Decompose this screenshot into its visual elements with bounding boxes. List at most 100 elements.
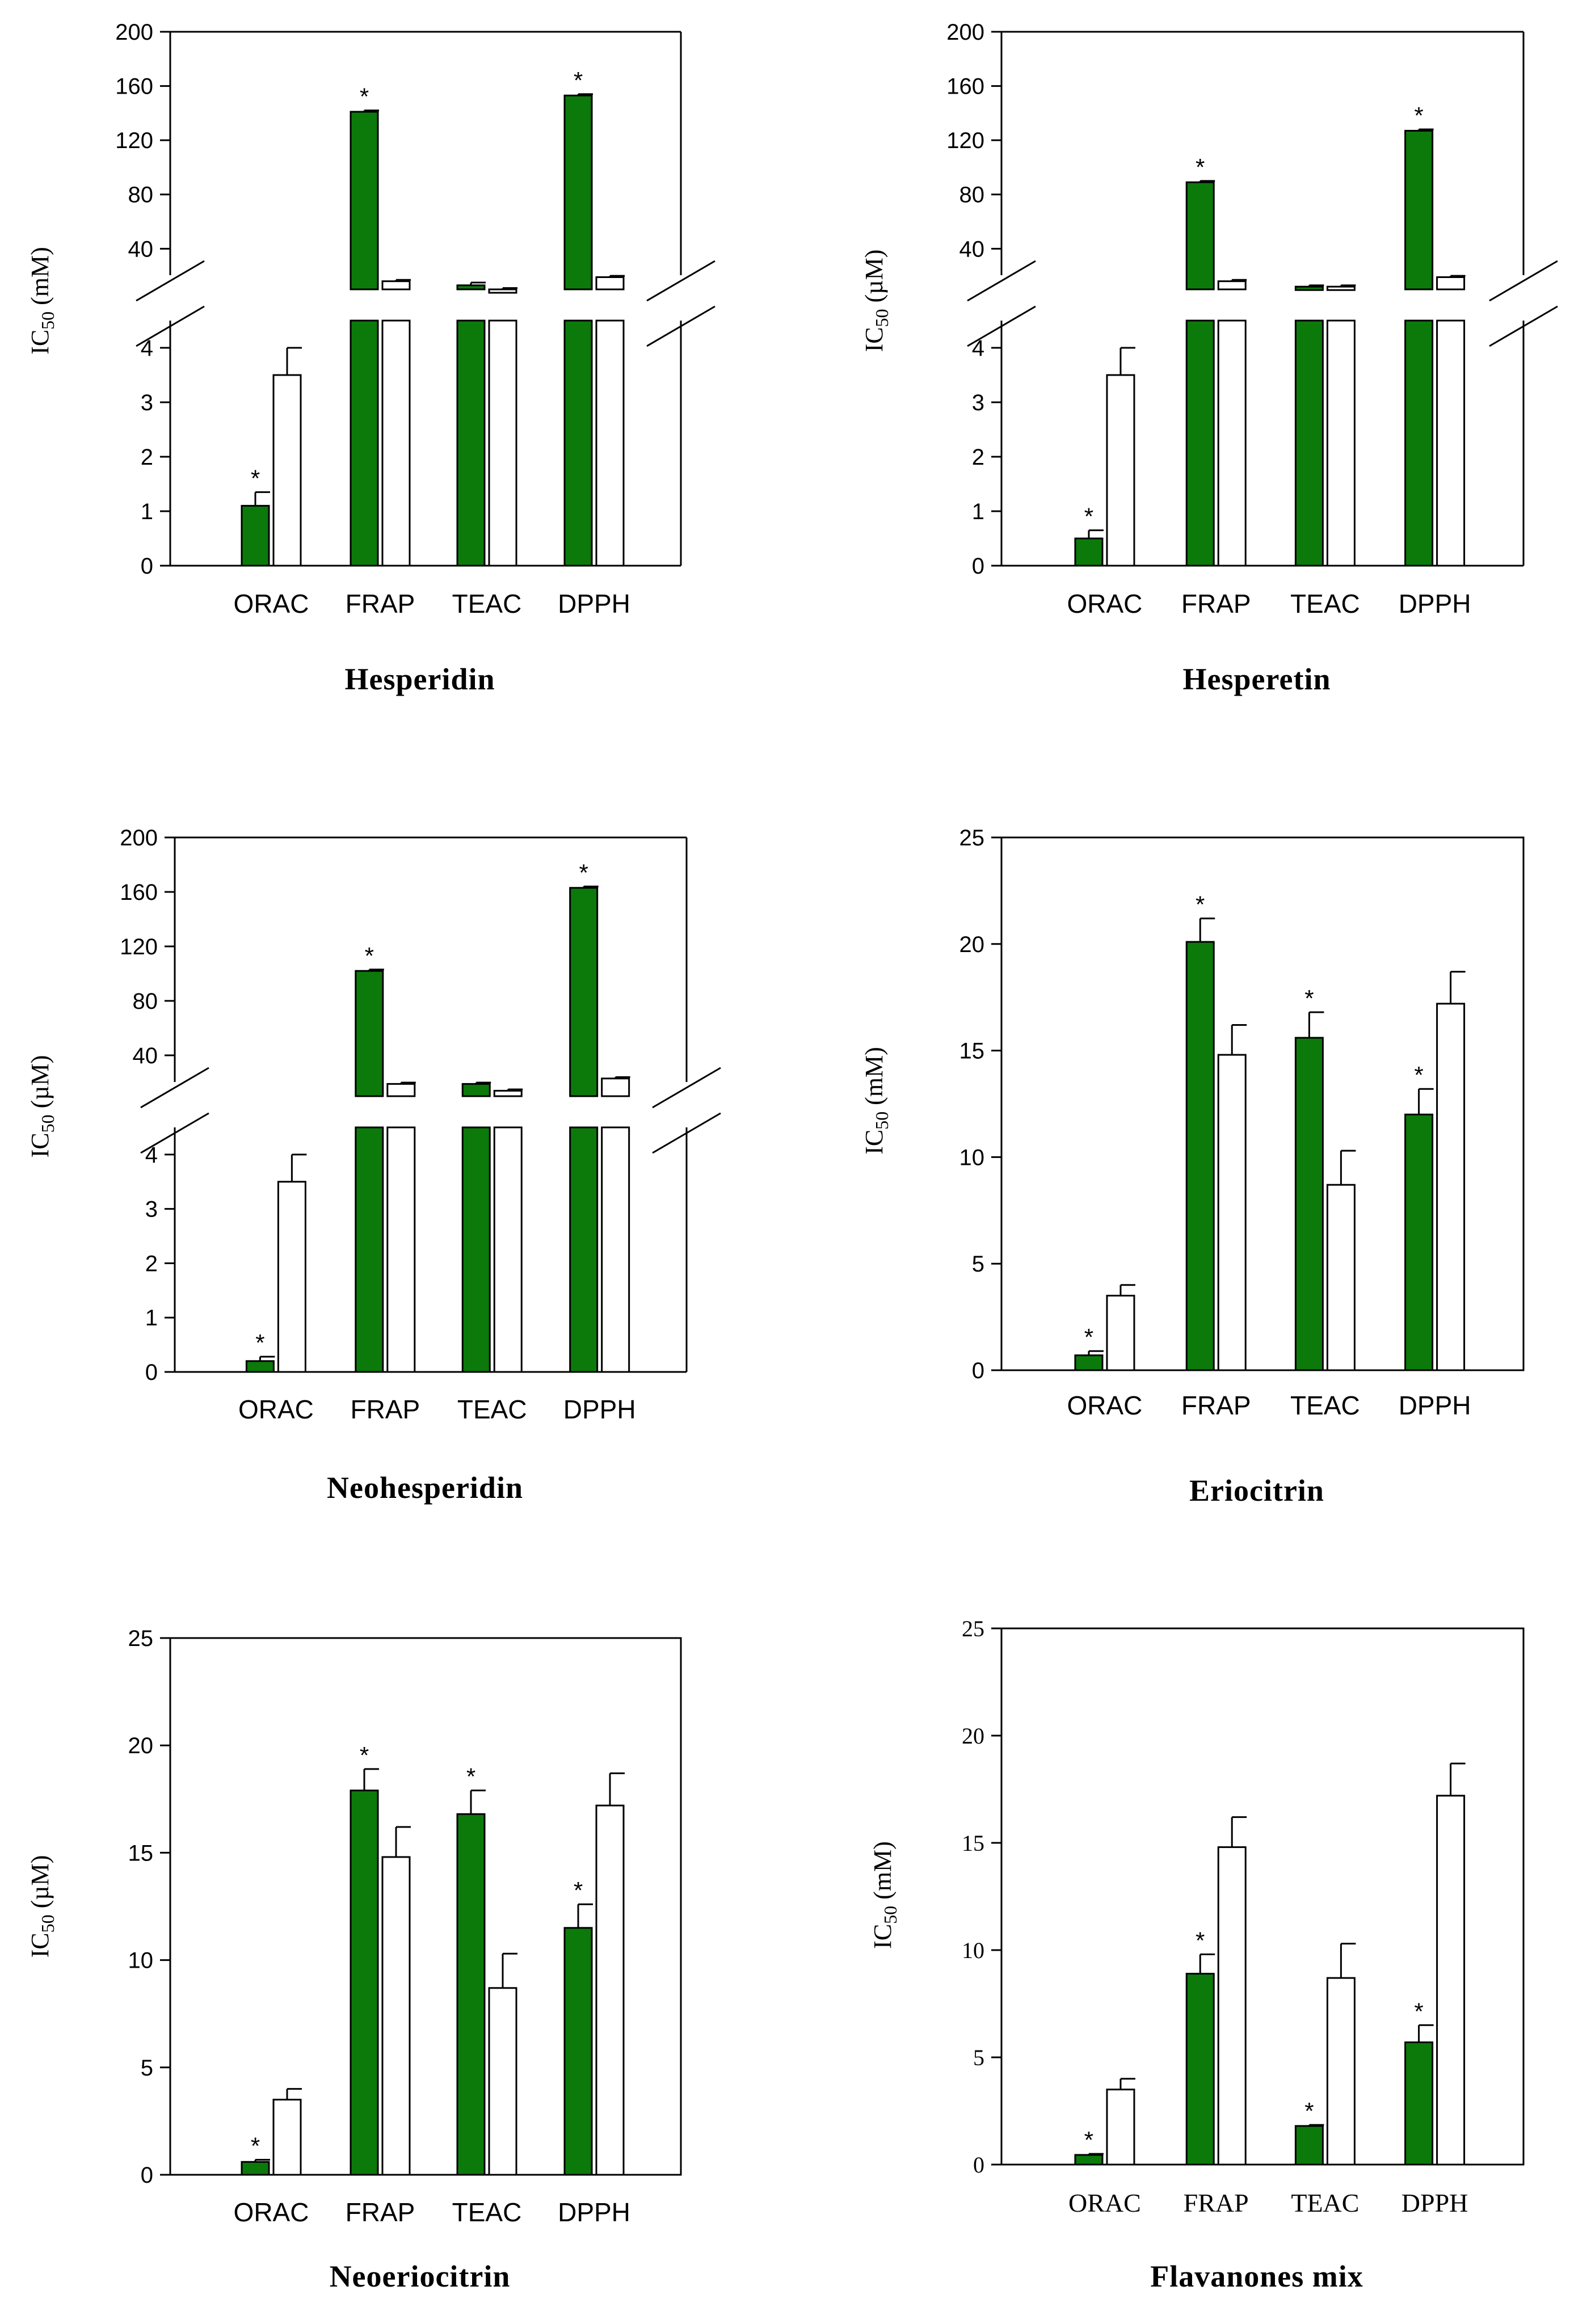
x-tick-label: TEAC [452, 2197, 522, 2227]
chart-panel-2: 40 80 120 160 200 0 1 2 3 4 * * * ORAC FRAP TEAC DPPH IC5… [860, 20, 1558, 696]
axis-break-mark [967, 260, 1036, 302]
bar-reference [1217, 280, 1247, 290]
bar-compound [1185, 181, 1215, 290]
bar-reference [493, 1089, 523, 1097]
plot-frame [1000, 836, 1525, 1371]
y-tick-label: 20 [128, 1733, 154, 1758]
significance-marker: * [360, 1742, 369, 1769]
y-tick-label: 0 [141, 554, 153, 579]
bar-reference [1217, 1846, 1247, 2166]
bar-reference [386, 1083, 416, 1097]
y-tick-label: 80 [128, 183, 154, 208]
x-tick-label: TEAC [452, 589, 522, 618]
x-tick-label: DPPH [1401, 2188, 1468, 2217]
bar-reference-lower [601, 1126, 630, 1373]
x-tick-label: ORAC [238, 1395, 314, 1424]
y-tick-label: 15 [128, 1841, 154, 1866]
y-tick-label: 160 [115, 74, 153, 99]
bar-reference [1106, 2089, 1135, 2166]
significance-marker: * [466, 1763, 475, 1790]
bar-reference [381, 280, 411, 290]
axis-break-mark [1489, 260, 1558, 302]
significance-marker: * [255, 1329, 264, 1356]
significance-marker: * [365, 942, 374, 969]
significance-marker: * [1084, 2127, 1093, 2153]
plot-frame [169, 1637, 682, 2176]
y-tick-label: 10 [128, 1948, 154, 1973]
bar-compound [1185, 941, 1215, 1371]
chart-title: Neoeriocitrin [330, 2259, 511, 2293]
x-tick-label: TEAC [1291, 2188, 1359, 2217]
significance-marker: * [1196, 891, 1205, 918]
bar-compound [1294, 285, 1324, 291]
x-tick-label: DPPH [558, 2197, 630, 2227]
bar-reference-lower [381, 319, 411, 567]
bar-reference [488, 288, 517, 294]
y-axis-label: IC50 (µM) [26, 1055, 58, 1158]
y-tick-label: 15 [962, 1830, 984, 1856]
y-tick-label: 25 [962, 1616, 984, 1641]
bar-reference [272, 2099, 302, 2176]
significance-marker: * [579, 859, 588, 886]
bar-compound [241, 504, 270, 567]
y-tick-label: 120 [946, 128, 984, 153]
y-tick-label: 4 [972, 336, 984, 361]
x-tick-label: FRAP [346, 589, 415, 618]
axis-break-mark [646, 260, 715, 302]
y-tick-label: 15 [959, 1039, 985, 1064]
bar-compound [569, 887, 599, 1097]
chart-title: Hesperidin [344, 662, 495, 696]
bar-reference [272, 374, 302, 567]
y-axis-label: IC50 (mM) [26, 247, 58, 355]
y-tick-label: 5 [141, 2056, 153, 2081]
x-tick-label: ORAC [234, 589, 309, 618]
x-tick-label: DPPH [558, 589, 630, 618]
significance-marker: * [251, 465, 260, 491]
bar-reference-lower [493, 1126, 523, 1373]
x-tick-label: DPPH [1399, 1391, 1471, 1420]
y-tick-label: 20 [959, 932, 985, 957]
x-tick-label: FRAP [1181, 1391, 1251, 1420]
y-tick-label: 0 [972, 554, 984, 579]
bar-reference-lower [595, 319, 625, 567]
y-tick-label: 0 [973, 2152, 984, 2178]
significance-marker: * [574, 67, 583, 94]
y-tick-label: 1 [972, 499, 984, 524]
x-tick-label: FRAP [1184, 2188, 1249, 2217]
bar-reference [1217, 1054, 1247, 1371]
x-tick-label: ORAC [234, 2197, 309, 2227]
y-tick-label: 200 [946, 20, 984, 45]
bar-reference [595, 1804, 625, 2176]
y-tick-label: 1 [141, 499, 153, 524]
bar-compound-lower [1294, 319, 1324, 567]
bar-compound-lower [461, 1126, 491, 1373]
bar-compound [350, 1790, 379, 2176]
bar-reference-lower [1326, 319, 1356, 567]
y-axis-label: IC50 (µM) [860, 250, 892, 352]
chart-title: Hesperetin [1183, 662, 1331, 696]
x-tick-label: FRAP [346, 2197, 415, 2227]
significance-marker: * [1084, 1324, 1093, 1350]
x-tick-label: FRAP [350, 1395, 420, 1424]
bar-compound [1294, 1037, 1324, 1371]
y-tick-label: 40 [959, 237, 985, 262]
bar-reference [1436, 276, 1466, 290]
y-tick-label: 160 [946, 74, 984, 99]
bar-compound [1074, 2154, 1104, 2166]
bar-compound-lower [1404, 319, 1434, 567]
y-tick-label: 40 [133, 1043, 158, 1068]
bar-reference-lower [1436, 319, 1466, 567]
y-tick-label: 10 [962, 1938, 984, 1963]
axis-break-mark [652, 1112, 721, 1154]
y-axis-label: IC50 (mM) [869, 1841, 900, 1949]
y-tick-label: 2 [145, 1251, 158, 1276]
y-tick-label: 25 [959, 826, 985, 851]
chart-title: Flavanones mix [1150, 2259, 1363, 2293]
bar-compound [1404, 129, 1434, 290]
chart-title: Eriocitrin [1189, 1473, 1324, 1508]
y-tick-label: 4 [145, 1143, 158, 1168]
bar-compound [1294, 2125, 1324, 2166]
significance-marker: * [1414, 1062, 1423, 1088]
y-tick-label: 160 [120, 880, 158, 905]
significance-marker: * [1304, 985, 1314, 1012]
